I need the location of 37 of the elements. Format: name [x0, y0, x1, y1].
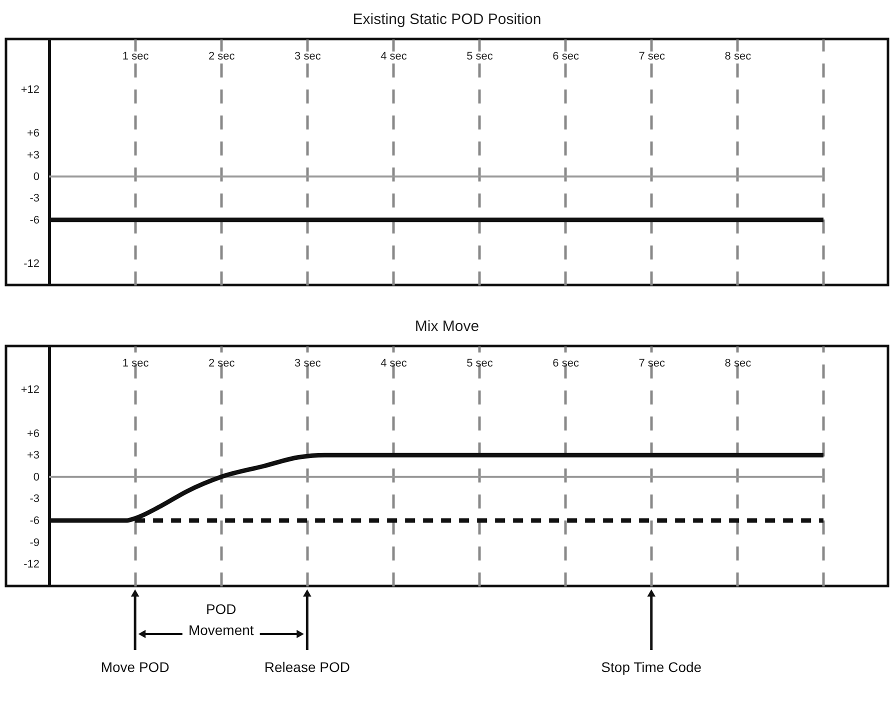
x-tick-label: 5 sec: [466, 358, 494, 370]
x-tick-label: 4 sec: [380, 358, 408, 370]
y-tick-label: -3: [30, 493, 40, 506]
y-tick-label: -6: [30, 515, 40, 528]
text: POD Movement: [188, 601, 254, 638]
y-tick-label: +3: [26, 149, 40, 162]
x-tick-label: 8 sec: [724, 358, 752, 370]
y-tick-label: -9: [30, 536, 40, 549]
x-tick-label: 8 sec: [724, 50, 752, 62]
x-tick-label: 4 sec: [380, 50, 408, 62]
x-tick-label: 7 sec: [638, 50, 666, 62]
y-tick-label: +6: [26, 428, 40, 440]
y-tick-label: +12: [20, 84, 40, 96]
x-tick-label: 7 sec: [638, 358, 666, 370]
ref-line-label: Release POD: [264, 659, 350, 675]
x-tick-label: 1 sec: [122, 358, 150, 370]
y-tick-label: 0: [33, 471, 40, 484]
y-tick-label: +3: [26, 450, 40, 462]
y-tick-label: -6: [30, 214, 40, 226]
x-tick-label: 3 sec: [294, 50, 322, 62]
chart-title: Existing Static POD Position: [352, 11, 542, 28]
x-tick-label: 6 sec: [552, 50, 580, 62]
y-tick-label: -12: [24, 558, 40, 571]
x-tick-label: 6 sec: [552, 358, 580, 370]
x-tick-label: 2 sec: [208, 358, 236, 370]
y-tick-label: +12: [20, 384, 40, 396]
y-tick-label: 0: [33, 170, 40, 183]
y-tick-label: -12: [24, 258, 40, 270]
y-tick-label: +6: [26, 128, 40, 140]
x-tick-label: 1 sec: [122, 50, 150, 62]
y-tick-label: -3: [30, 192, 40, 205]
x-tick-label: 5 sec: [466, 50, 494, 62]
ref-line-label: Stop Time Code: [601, 659, 702, 675]
chart-title: Mix Move: [414, 318, 480, 335]
ref-line-label: Move POD: [100, 659, 170, 675]
x-tick-label: 3 sec: [294, 358, 322, 370]
x-tick-label: 2 sec: [208, 50, 236, 62]
